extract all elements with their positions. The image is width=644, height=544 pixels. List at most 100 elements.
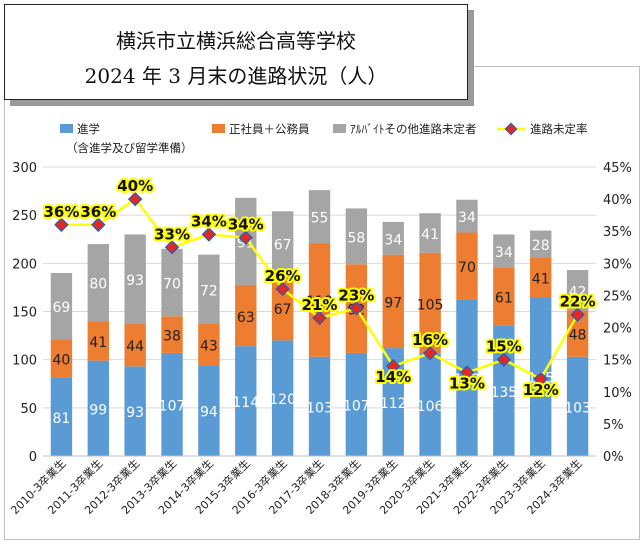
bar-segment: [161, 248, 183, 317]
y-left-tick-label: 100: [12, 354, 37, 369]
rate-label: 22%: [560, 293, 596, 311]
bar-value-label: 58: [347, 230, 365, 246]
x-axis: 2010-3卒業生2011-3卒業生2012-3卒業生2013-3卒業生2014…: [8, 455, 596, 517]
bar-segment: [382, 254, 404, 349]
bar-segment: [198, 324, 220, 366]
chart-title: 横浜市立横浜総合高等学校: [116, 29, 356, 53]
bar-value-label: 93: [126, 273, 144, 289]
rate-label: 13%: [449, 375, 485, 393]
bar-segment: [345, 208, 368, 265]
bar-value-label: 114: [232, 395, 259, 411]
bar-value-label: 107: [159, 398, 186, 414]
y-right-tick-label: 10%: [603, 386, 632, 401]
bar-value-label: 69: [53, 300, 71, 316]
y-right-tick-label: 15%: [603, 354, 632, 369]
bar-value-label: 43: [200, 339, 218, 355]
bar-segment: [308, 356, 331, 456]
bar-value-label: 118: [306, 294, 333, 310]
y-left-tick-label: 250: [12, 209, 37, 224]
y-right-tick-label: 0%: [603, 450, 624, 465]
bar-value-label: 48: [569, 328, 587, 344]
bar-segment: [566, 356, 589, 456]
bar-segment: [198, 254, 220, 325]
bar-value-label: 106: [417, 399, 444, 415]
bar-segment: [235, 346, 257, 456]
bar-value-label: 94: [200, 405, 218, 421]
bar-segment: [161, 316, 183, 353]
bar-value-label: 34: [458, 210, 476, 226]
bar-segment: [382, 221, 404, 255]
rate-marker: [422, 345, 438, 361]
bar-segment: [419, 353, 441, 456]
bar-segment: [198, 365, 220, 456]
bar-value-label: 112: [380, 396, 407, 412]
bar-value-label: 70: [458, 260, 476, 276]
bar-value-label: 38: [163, 329, 181, 345]
bar-value-label: 72: [200, 283, 218, 299]
bar-value-label: 63: [237, 310, 255, 326]
bar-segment: [419, 213, 441, 253]
legend-label-shingaku: 進学: [77, 122, 100, 136]
bar-segment: [530, 257, 552, 298]
bar-segment: [271, 211, 294, 276]
legend-swatch-shingaku: [60, 124, 73, 133]
bar-segment: [87, 360, 109, 456]
bar-value-label: 120: [269, 392, 296, 408]
rate-marker: [275, 281, 290, 297]
rate-label: 12%: [523, 381, 559, 399]
legend-swatch-seishain: [212, 124, 225, 133]
bar-segment: [419, 252, 441, 354]
rate-label: 34%: [228, 216, 264, 234]
bar-segment: [235, 285, 257, 347]
y-right-tick-label: 35%: [603, 225, 632, 240]
bar-value-label: 41: [89, 335, 107, 351]
bar-value-label: 162: [454, 372, 481, 388]
legend: 進学 （含進学及び留学準備） 正社員＋公務員 ｱﾙﾊﾞｲﾄその他進路未定者 進路…: [60, 122, 588, 155]
legend-label-mitei: 進路未定率: [530, 122, 588, 136]
rate-label: 16%: [412, 331, 448, 349]
bar-segment: [345, 352, 368, 456]
bar-segment: [493, 234, 515, 268]
bar-value-label: 42: [569, 284, 587, 300]
bar-value-label: 99: [89, 402, 107, 418]
chart-subtitle: 2024 年 3 月末の進路状況（人）: [84, 64, 388, 88]
bar-value-label: 61: [495, 291, 513, 307]
bar-segment: [87, 244, 109, 322]
bar-segment: [308, 243, 331, 357]
bar-value-label: 34: [495, 245, 513, 261]
rate-label: 23%: [338, 286, 374, 304]
bar-value-label: 67: [274, 302, 292, 318]
bar-segment: [530, 230, 552, 258]
rate-label: 36%: [43, 203, 79, 221]
bar-value-label: 105: [417, 297, 444, 313]
bar-value-label: 97: [384, 295, 402, 311]
bar-value-label: 28: [532, 238, 550, 254]
y-left-tick-label: 300: [12, 161, 37, 176]
bar-value-label: 80: [89, 277, 107, 293]
rate-marker: [164, 239, 180, 255]
rate-marker: [459, 365, 475, 380]
y-right-tick-label: 30%: [603, 257, 632, 272]
rate-marker: [385, 358, 401, 374]
y-axis-right: 0% 5% 10% 15% 20% 25% 30% 35% 40% 45%: [603, 161, 632, 465]
y-left-tick-label: 50: [20, 402, 37, 417]
bar-segment: [382, 348, 404, 456]
bar-segment: [50, 377, 73, 456]
bar-segment: [124, 324, 146, 367]
y-left-tick-label: 150: [12, 306, 37, 321]
bar-value-label: 34: [384, 232, 402, 248]
rate-marker: [533, 371, 548, 387]
rate-marker: [570, 307, 585, 322]
bar-value-label: 93: [126, 405, 144, 421]
rate-line: 36% 36%40%33%34% 34%26%21%23%14%16%13%15%1…: [41, 175, 597, 401]
bar-segment: [566, 270, 589, 311]
rate-marker: [91, 217, 106, 233]
bar-value-label: 107: [343, 398, 370, 414]
rate-marker: [127, 191, 143, 207]
bar-value-label: 41: [532, 271, 550, 287]
bar-labels: 8140699941809344931073870944372114639112…: [53, 210, 591, 427]
rate-marker: [201, 227, 217, 242]
y-left-tick-label: 200: [12, 257, 37, 272]
y-right-tick-label: 45%: [603, 161, 632, 176]
bars: [50, 190, 589, 456]
